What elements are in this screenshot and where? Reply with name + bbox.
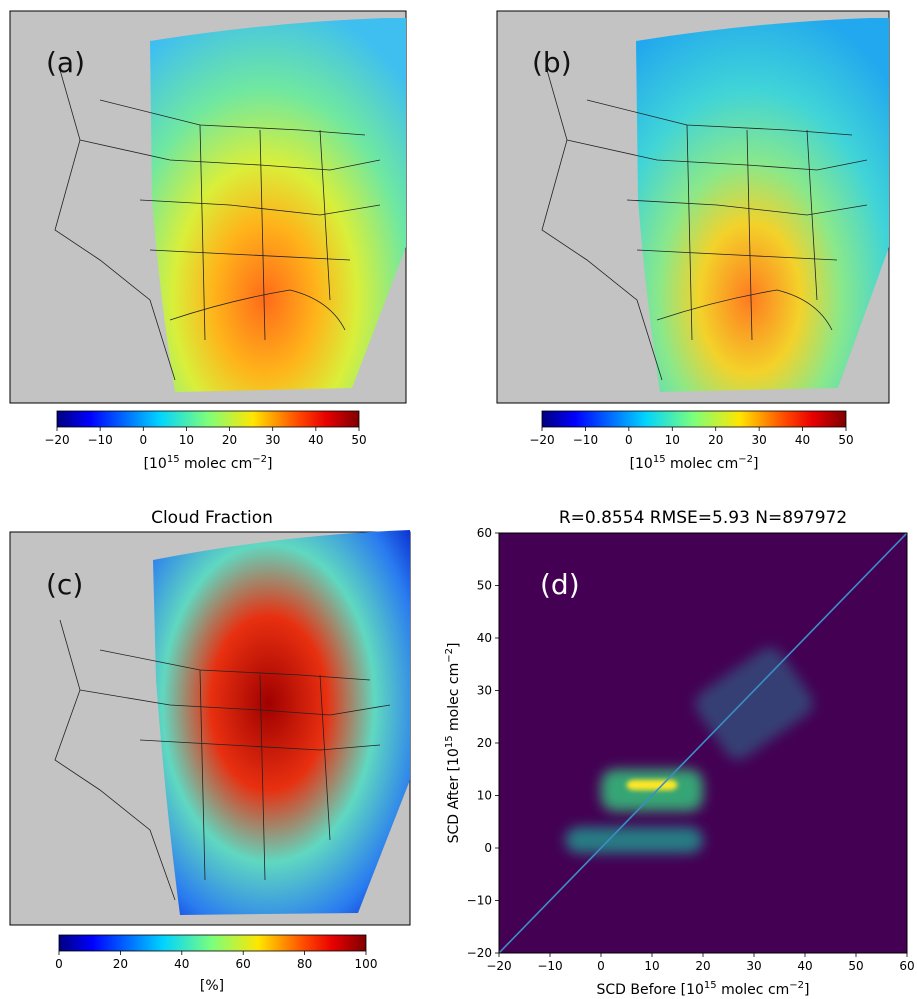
colorbar-a-tick-label: 20 (222, 433, 237, 447)
panel-d-title: R=0.8554 RMSE=5.93 N=897972 (559, 508, 847, 528)
x-tick-label: −10 (537, 959, 562, 973)
density-region-max (626, 779, 678, 791)
panel-a-state-borders (54, 69, 381, 381)
x-tick-label: 20 (695, 959, 710, 973)
x-tick-label: −20 (486, 959, 511, 973)
panel-c: Cloud Fraction (c) (9, 508, 411, 926)
x-tick-label: 10 (644, 959, 659, 973)
panel-b-label: (b) (532, 46, 572, 79)
panel-c-swath (153, 530, 410, 915)
colorbar-c-tick-label: 80 (297, 957, 312, 971)
colorbar-b-tick-label: −20 (529, 433, 554, 447)
panel-d-reference-line (498, 532, 908, 954)
y-tick-label: 50 (477, 579, 492, 593)
colorbar-b-tick-label: 20 (708, 433, 723, 447)
colorbar-a-ticks: −20 −10 0 10 20 30 40 50 (44, 427, 367, 447)
colorbar-a-tick-label: 10 (179, 433, 194, 447)
panel-d-label: (d) (540, 568, 580, 601)
density-region-low (695, 647, 813, 760)
colorbar-a-tick-label: −10 (87, 433, 112, 447)
colorbar-c-tick-label: 20 (113, 957, 128, 971)
colorbar-b-tick-label: 50 (838, 433, 853, 447)
colorbar-c-tick-label: 100 (355, 957, 378, 971)
colorbar-a-tick-label: 50 (351, 433, 366, 447)
panel-b-state-borders (541, 69, 868, 381)
panel-d-x-ticks: −20 −10 0 10 20 30 40 50 60 (486, 953, 915, 973)
x-tick-label: 0 (597, 959, 605, 973)
colorbar-b-bar (541, 410, 847, 428)
panel-b: (b) (496, 10, 890, 404)
panel-d: R=0.8554 RMSE=5.93 N=897972 −20 −10 0 10 20 3… (444, 508, 915, 998)
colorbar-b-ticks: −20 −10 0 10 20 30 40 50 (529, 427, 854, 447)
y-tick-label: 40 (477, 631, 492, 645)
y-tick-label: 0 (484, 841, 492, 855)
y-tick-label: −20 (467, 946, 492, 960)
colorbar-c-tick-label: 60 (236, 957, 251, 971)
colorbar-b-label: [1015 molec cm−2] (630, 454, 759, 472)
y-tick-label: 10 (477, 789, 492, 803)
colorbar-a-tick-label: 40 (308, 433, 323, 447)
colorbar-c-ticks: 0 20 40 60 80 100 (55, 951, 377, 971)
colorbar-a-tick-label: 0 (139, 433, 147, 447)
panel-a-label: (a) (46, 46, 85, 79)
colorbar-b-tick-label: 40 (795, 433, 810, 447)
panel-c-label: (c) (46, 568, 83, 601)
panel-d-ylabel: SCD After [1015 molec cm−2] (444, 643, 462, 844)
y-tick-label: 60 (477, 526, 492, 540)
panel-d-xlabel: SCD Before [1015 molec cm−2] (597, 980, 810, 998)
colorbar-b-tick-label: 10 (665, 433, 680, 447)
colorbar-c-tick-label: 40 (174, 957, 189, 971)
density-region-medium (565, 827, 703, 854)
colorbar-c-bar (58, 934, 367, 952)
colorbar-a-tick-label: 30 (265, 433, 280, 447)
colorbar-a-bar (56, 410, 360, 428)
x-tick-label: 60 (899, 959, 914, 973)
panel-b-swath (636, 18, 889, 392)
panel-a-swath (150, 18, 406, 392)
colorbar-c-tick-label: 0 (55, 957, 63, 971)
y-tick-label: 30 (477, 684, 492, 698)
colorbar-b-tick-label: 30 (752, 433, 767, 447)
colorbar-b: −20 −10 0 10 20 30 40 50 [1015 molec cm−2] (529, 410, 854, 472)
panel-a: (a) (9, 10, 407, 404)
colorbar-c: 0 20 40 60 80 100 [%] (55, 934, 377, 994)
x-tick-label: 50 (848, 959, 863, 973)
y-tick-label: −10 (467, 894, 492, 908)
colorbar-a-label: [1015 molec cm−2] (144, 454, 273, 472)
colorbar-b-tick-label: 0 (625, 433, 633, 447)
x-tick-label: 40 (797, 959, 812, 973)
y-tick-label: 20 (477, 736, 492, 750)
colorbar-a-tick-label: −20 (44, 433, 69, 447)
panel-c-title: Cloud Fraction (151, 508, 273, 528)
panel-d-y-ticks: −20 −10 0 10 20 30 40 50 60 (467, 526, 499, 960)
colorbar-a: −20 −10 0 10 20 30 40 50 [1015 molec cm−2] (44, 410, 367, 472)
colorbar-c-label: [%] (200, 978, 224, 994)
panel-c-state-borders (54, 619, 391, 901)
colorbar-b-tick-label: −10 (573, 433, 598, 447)
x-tick-label: 30 (746, 959, 761, 973)
